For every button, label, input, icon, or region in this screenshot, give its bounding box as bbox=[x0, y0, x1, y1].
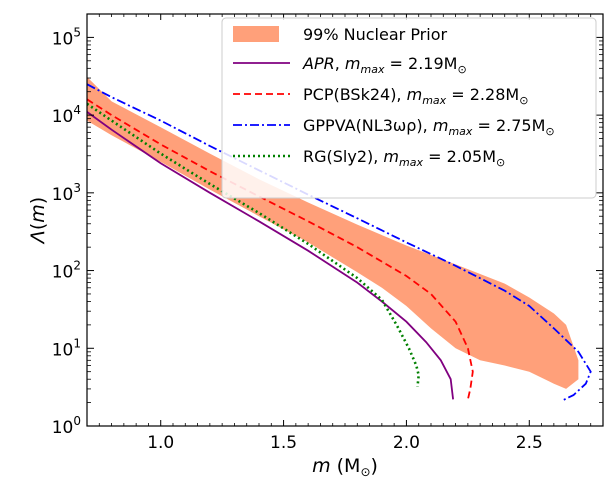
legend: 99% Nuclear Prior APR, mmax = 2.19M⊙ PCP(B… bbox=[221, 17, 597, 199]
x-tick-label: 1.5 bbox=[270, 433, 297, 453]
legend-label-2: GPPVA(NL3ωρ), mmax = 2.75M⊙ bbox=[303, 116, 555, 138]
legend-label-0: APR, mmax = 2.19M⊙ bbox=[302, 54, 467, 76]
y-tick-label: 100 bbox=[52, 414, 81, 438]
legend-label-3: RG(Sly2), mmax = 2.05M⊙ bbox=[303, 147, 505, 169]
legend-swatch-band bbox=[233, 26, 279, 42]
series-line-2 bbox=[87, 83, 592, 402]
x-tick-label: 2.5 bbox=[516, 433, 543, 453]
series-line-1 bbox=[87, 98, 474, 400]
y-tick-label: 103 bbox=[52, 181, 81, 205]
y-axis-label: Λ(m) bbox=[27, 197, 49, 245]
x-axis-label: m (M⊙) bbox=[312, 455, 378, 479]
y-tick-label: 102 bbox=[52, 259, 81, 283]
y-tick-label: 105 bbox=[52, 25, 81, 49]
series-line-3 bbox=[87, 102, 421, 387]
prior-band bbox=[87, 76, 579, 389]
prior-band-layer bbox=[87, 76, 579, 389]
x-tick-label: 2.0 bbox=[393, 433, 420, 453]
y-axis-ticks: 100 101 102 103 104 105 bbox=[52, 13, 603, 438]
x-axis-ticks: 1.0 1.5 2.0 2.5 bbox=[98, 14, 604, 453]
x-tick-label: 1.0 bbox=[147, 433, 174, 453]
legend-label-band: 99% Nuclear Prior bbox=[303, 25, 447, 44]
series-layer bbox=[87, 83, 592, 402]
series-line-0 bbox=[87, 111, 454, 400]
y-tick-label: 101 bbox=[52, 336, 81, 360]
legend-box bbox=[221, 17, 597, 199]
legend-label-1: PCP(BSk24), mmax = 2.28M⊙ bbox=[303, 85, 528, 107]
y-tick-label: 104 bbox=[52, 103, 81, 127]
